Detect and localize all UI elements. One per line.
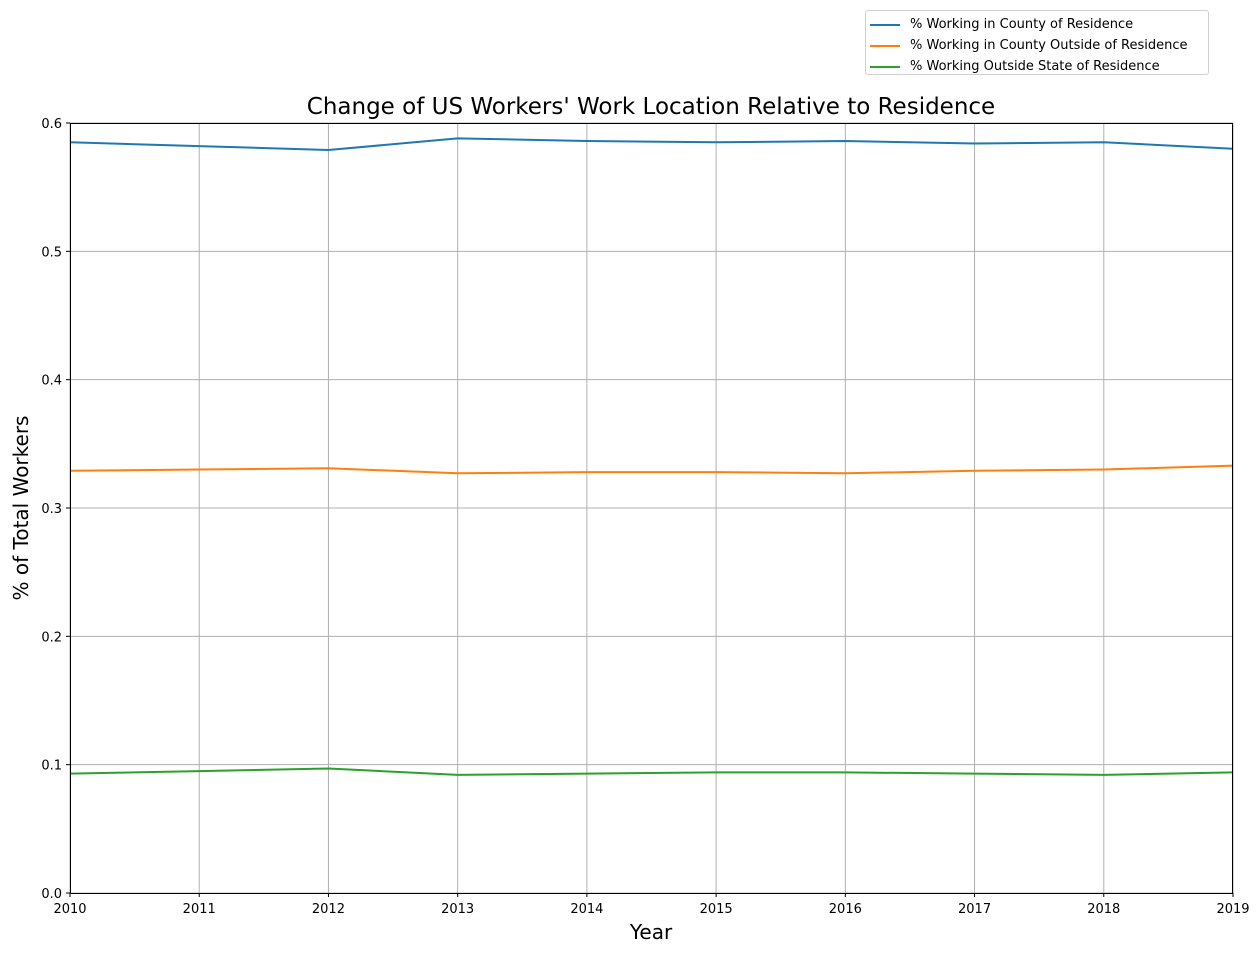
series-lines [69, 137, 1234, 776]
y-axis-label: % of Total Workers [9, 416, 33, 601]
x-tick-label: 2015 [700, 902, 733, 917]
series-line-1 [69, 137, 1234, 151]
x-tick-label: 2011 [183, 902, 216, 917]
series-line-2 [69, 464, 1234, 475]
x-tick-label: 2018 [1087, 902, 1120, 917]
legend-swatch [870, 65, 900, 68]
x-tick-label: 2016 [829, 902, 862, 917]
legend-item: % Working Outside State of Residence [866, 56, 1208, 77]
y-tick-label: 0.2 [41, 630, 62, 645]
legend-label: % Working in County Outside of Residence [910, 38, 1188, 53]
series-line-3 [69, 767, 1234, 776]
legend-label: % Working in County of Residence [910, 17, 1134, 32]
legend: % Working in County of Residence % Worki… [865, 10, 1209, 75]
y-tick-label: 0.0 [41, 887, 62, 902]
x-tick-label: 2013 [441, 902, 474, 917]
y-tick-label: 0.5 [41, 245, 62, 260]
x-tick-label: 2019 [1216, 902, 1249, 917]
legend-item: % Working in County Outside of Residence [866, 35, 1208, 56]
plot-frame [70, 123, 1233, 894]
y-tick-label: 0.1 [41, 759, 62, 774]
x-tick-label: 2012 [312, 902, 345, 917]
x-tick-label: 2010 [53, 902, 86, 917]
y-tick-label: 0.3 [41, 502, 62, 517]
legend-item: % Working in County of Residence [866, 14, 1208, 35]
legend-swatch [870, 44, 900, 47]
x-axis-label: Year [629, 920, 673, 944]
x-tick-label: 2014 [570, 902, 603, 917]
chart-title: Change of US Workers' Work Location Rela… [307, 94, 995, 120]
x-tick-label: 2017 [958, 902, 991, 917]
y-tick-label: 0.6 [41, 117, 62, 132]
legend-label: % Working Outside State of Residence [910, 59, 1160, 74]
grid-lines [69, 122, 1234, 894]
legend-swatch [870, 23, 900, 26]
y-axis-ticks: 0.0 0.1 0.2 0.3 0.4 0.5 0.6 [41, 117, 70, 902]
y-tick-label: 0.4 [41, 374, 62, 389]
x-axis-ticks: 2010 2011 2012 2013 2014 2015 2016 2017 2018 2019 [53, 893, 1250, 917]
